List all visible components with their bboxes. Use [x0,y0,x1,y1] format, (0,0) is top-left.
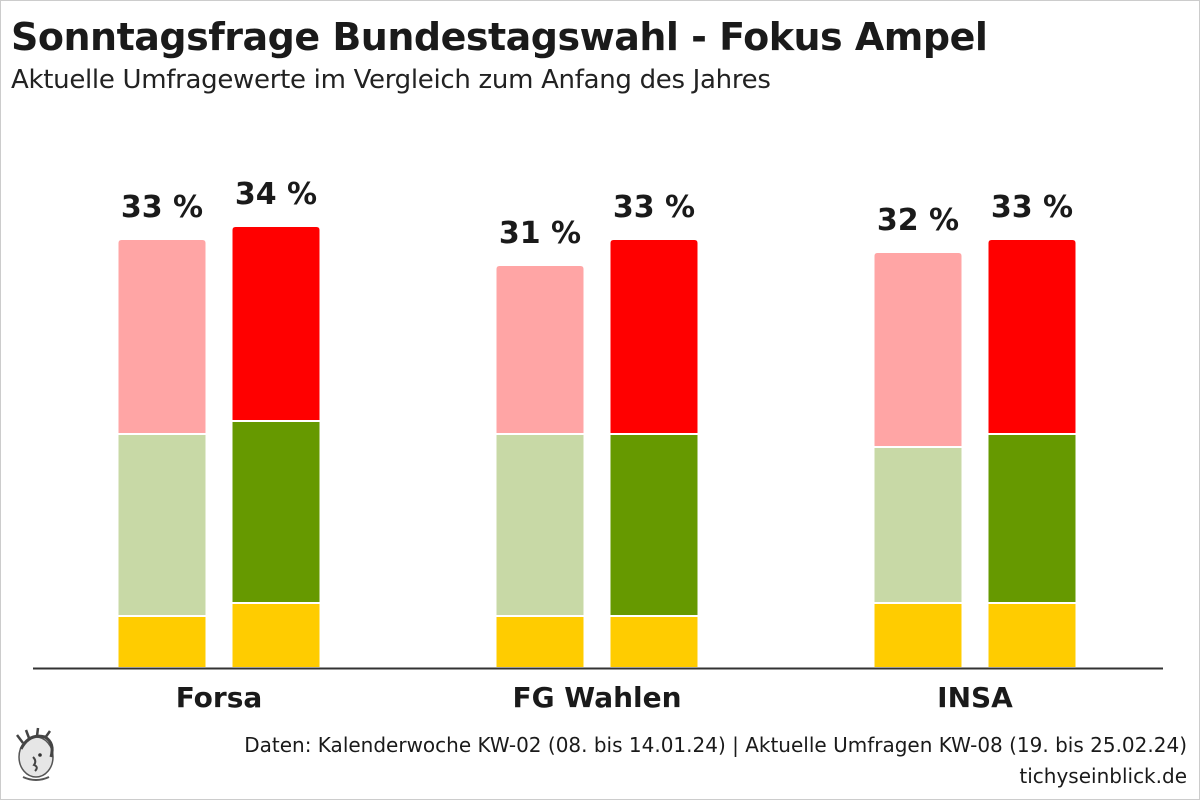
chart-title: Sonntagsfrage Bundestagswahl - Fokus Amp… [11,15,988,59]
bar-insa-kw-08-spd [986,238,1078,435]
bar-fg-wahlen-kw-02-fdp [494,615,586,669]
bar-insa-kw-08-gruene [986,433,1078,604]
bar-fg-wahlen-kw-02-spd [494,264,586,435]
bar-forsa-kw-08-spd [230,225,322,422]
category-label-insa: INSA [937,681,1013,714]
category-label-fg-wahlen: FG Wahlen [512,681,681,714]
bar-forsa-kw-08-fdp [230,602,322,669]
data-label-forsa-kw-02: 33 % [121,190,203,225]
bar-forsa-kw-08-gruene [230,420,322,604]
bar-fg-wahlen-kw-08-fdp [608,615,700,669]
data-label-insa-kw-08: 33 % [991,190,1073,225]
footer-brand: tichyseinblick.de [1019,764,1187,788]
bar-insa-kw-02-spd [872,251,964,448]
data-label-insa-kw-02: 32 % [877,203,959,238]
data-label-forsa-kw-08: 34 % [235,177,317,212]
bar-fg-wahlen-kw-08-gruene [608,433,700,617]
footer-source: Daten: Kalenderwoche KW-02 (08. bis 14.0… [244,733,1187,757]
chart-subtitle: Aktuelle Umfragewerte im Vergleich zum A… [11,65,771,95]
category-label-forsa: Forsa [176,681,263,714]
bar-forsa-kw-02-gruene [116,433,208,617]
publisher-logo-icon [16,727,54,781]
data-label-fg-wahlen-kw-02: 31 % [499,216,581,251]
bar-forsa-kw-02-spd [116,238,208,435]
bar-insa-kw-02-gruene [872,446,964,604]
chart-plot: 33 % 34 % Forsa 31 % 33 % FG Wahlen 32 % 33 % IN… [33,177,1163,714]
bar-fg-wahlen-kw-08-spd [608,238,700,435]
bar-insa-kw-02-fdp [872,602,964,669]
bar-insa-kw-08-fdp [986,602,1078,669]
bar-fg-wahlen-kw-02-gruene [494,433,586,617]
data-label-fg-wahlen-kw-08: 33 % [613,190,695,225]
bar-forsa-kw-02-fdp [116,615,208,669]
